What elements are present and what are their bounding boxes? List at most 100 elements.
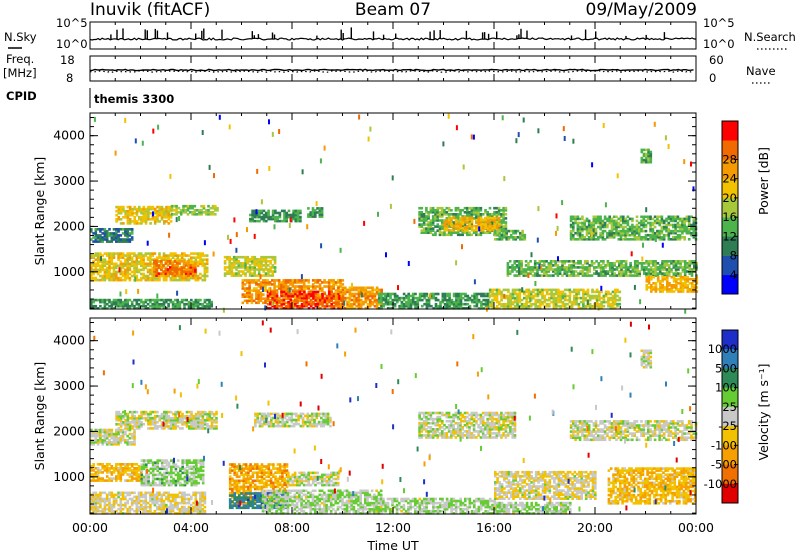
data-cell-0 <box>129 228 132 231</box>
data-cell-3 <box>160 256 163 259</box>
data-cell-8 <box>326 303 329 306</box>
data-cell-5 <box>179 301 182 304</box>
data-cell-14 <box>499 236 502 239</box>
scatter-cell <box>94 117 96 122</box>
data-cell-3 <box>204 254 207 257</box>
data-cell-19 <box>650 284 653 287</box>
data-cell-7 <box>298 285 301 288</box>
data-cell-5 <box>104 299 107 302</box>
data-cell-18 <box>686 216 689 219</box>
scatter-cell <box>591 232 593 237</box>
data-cell-18 <box>595 238 598 241</box>
scatter-cell <box>348 300 350 305</box>
data-cell-16 <box>589 303 592 306</box>
data-cell-8 <box>303 291 306 294</box>
data-cell-15 <box>382 303 385 306</box>
data-cell-17 <box>588 264 591 267</box>
scatter-cell <box>361 293 363 298</box>
data-cell-16 <box>600 291 603 294</box>
data-cell-6 <box>249 264 252 267</box>
data-cell-18 <box>606 218 609 221</box>
data-cell-18 <box>583 236 586 239</box>
data-cell-6 <box>226 266 229 269</box>
data-cell-0 <box>104 228 107 231</box>
data-cell-18 <box>649 222 652 225</box>
data-cell-5 <box>140 299 143 302</box>
data-cell-17 <box>559 260 562 263</box>
scatter-cell <box>363 221 365 226</box>
data-cell-15 <box>482 299 485 302</box>
data-cell-7 <box>307 279 310 282</box>
data-cell-0 <box>106 429 109 432</box>
data-cell-12 <box>489 213 492 216</box>
data-cell-3 <box>131 256 134 259</box>
data-cell-18 <box>620 230 623 233</box>
data-cell-8 <box>296 305 299 308</box>
data-cell-13 <box>459 217 462 220</box>
scatter-cell <box>204 240 206 245</box>
data-cell-7 <box>321 287 324 290</box>
data-cell-9 <box>362 287 365 290</box>
data-cell-18 <box>597 236 600 239</box>
data-cell-0 <box>99 234 102 237</box>
data-cell-2 <box>200 209 203 212</box>
data-cell-10 <box>285 212 288 215</box>
data-cell-9 <box>360 299 363 302</box>
data-cell-3 <box>174 252 177 255</box>
data-cell-4 <box>187 260 190 263</box>
data-cell-16 <box>489 301 492 304</box>
scatter-cell <box>209 165 211 170</box>
scatter-cell <box>537 238 539 243</box>
scatter-cell <box>340 248 342 253</box>
data-cell-16 <box>616 303 619 306</box>
data-cell-16 <box>600 297 603 300</box>
scatter-cell <box>600 286 602 291</box>
data-cell-0 <box>122 429 125 432</box>
data-cell-17 <box>509 266 512 269</box>
scatter-cell <box>662 243 664 248</box>
data-cell-0 <box>99 228 102 231</box>
data-cell-2 <box>189 211 192 214</box>
data-cell-16 <box>584 297 587 300</box>
data-cell-14 <box>494 230 497 233</box>
data-cell-11 <box>316 211 319 214</box>
data-cell-1 <box>133 206 136 209</box>
data-cell-15 <box>387 299 390 302</box>
data-cell-13 <box>471 217 474 220</box>
data-cell-18 <box>674 224 677 227</box>
data-cell-3 <box>149 252 152 255</box>
data-cell-17 <box>584 260 587 263</box>
data-cell-12 <box>430 219 433 222</box>
data-cell-17 <box>670 268 673 271</box>
scatter-cell <box>202 130 204 135</box>
data-cell-12 <box>432 207 435 210</box>
data-cell-18 <box>579 222 582 225</box>
data-cell-20 <box>643 153 646 156</box>
scatter-cell <box>152 129 154 134</box>
data-cell-15 <box>480 293 483 296</box>
data-cell-4 <box>185 262 188 265</box>
data-cell-13 <box>450 223 453 226</box>
data-cell-7 <box>301 279 304 282</box>
data-cell-19 <box>659 280 662 283</box>
data-cell-5 <box>160 303 163 306</box>
data-cell-6 <box>242 262 245 265</box>
data-cell-14 <box>494 238 497 241</box>
data-cell-16 <box>598 303 601 306</box>
scatter-cell <box>306 224 308 229</box>
data-cell-18 <box>624 230 627 233</box>
data-cell-5 <box>95 299 98 302</box>
data-cell-16 <box>516 293 519 296</box>
scatter-cell <box>246 227 248 232</box>
data-cell-10 <box>281 220 284 223</box>
data-cell-0 <box>108 429 111 432</box>
data-cell-3 <box>197 261 200 264</box>
data-cell-16 <box>491 299 494 302</box>
data-cell-18 <box>615 216 618 219</box>
data-cell-4 <box>155 260 158 263</box>
data-cell-16 <box>605 291 608 294</box>
data-cell-18 <box>647 216 650 219</box>
data-cell-8 <box>271 297 274 300</box>
data-cell-17 <box>684 260 687 263</box>
scatter-cell <box>503 176 505 181</box>
